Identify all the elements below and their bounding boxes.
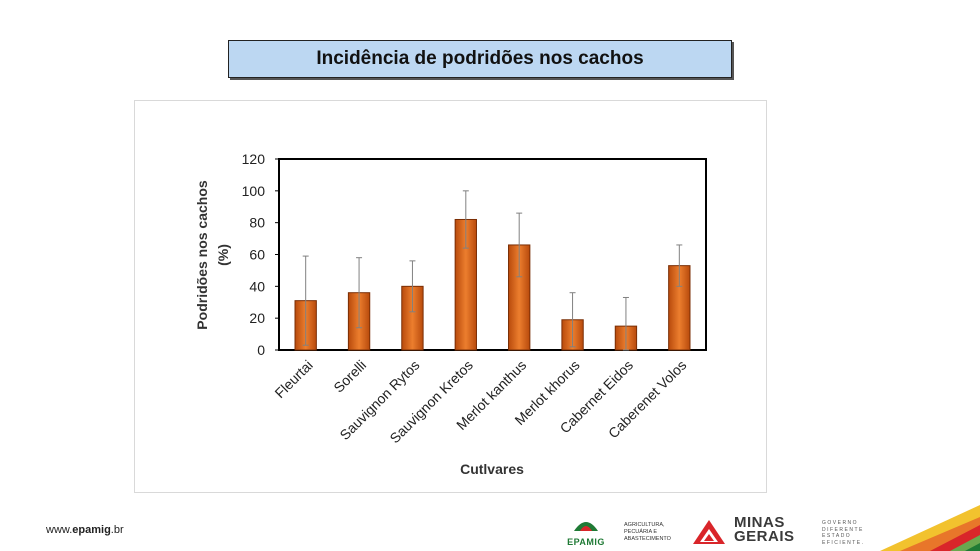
epamig-leaf-icon — [574, 522, 598, 531]
agri-line-1: Agricultura, — [624, 522, 665, 528]
epamig-logo-text: EPAMIG — [567, 537, 605, 547]
mg-line-1: MINAS — [734, 514, 785, 531]
corner-decoration — [880, 505, 980, 551]
slide-title-box: Incidência de podridões nos cachos — [228, 40, 732, 78]
footer-url-suffix: .br — [110, 524, 124, 536]
y-tick-label: 80 — [249, 215, 265, 231]
chart-frame: 0 20 40 60 80 100 120 Fleurtai Sorelli Sauvignon … — [134, 100, 767, 493]
y-axis-unit: (%) — [215, 244, 231, 266]
agriculture-secretariat-logo: Agricultura, Pecuária e Abastecimento — [624, 522, 690, 543]
y-tick-label: 0 — [257, 342, 265, 358]
slide-title: Incidência de podridões nos cachos — [316, 48, 644, 69]
government-slogan: GOVERNO DIFERENTE ESTADO EFICIENTE. — [822, 520, 865, 546]
mg-line-2: GERAIS — [734, 528, 795, 545]
agri-line-3: Abastecimento — [624, 536, 671, 542]
mg-sub-4: EFICIENTE. — [822, 539, 865, 546]
plot-area-border — [278, 158, 707, 351]
y-tick-label: 20 — [249, 310, 265, 326]
y-axis-label: Podridões nos cachos — [194, 180, 210, 330]
mg-sub-1: GOVERNO — [822, 520, 859, 526]
mg-sub-2: DIFERENTE — [822, 526, 864, 533]
x-tick-label: Fleurtai — [271, 357, 315, 401]
x-axis-label: Cutlvares — [460, 461, 524, 477]
y-tick-label: 100 — [242, 183, 266, 199]
epamig-logo: EPAMIG — [562, 517, 610, 549]
y-tick-label: 120 — [242, 151, 266, 167]
y-tick-label: 40 — [249, 278, 265, 294]
agri-line-2: Pecuária e — [624, 529, 658, 535]
mg-sub-3: ESTADO — [822, 533, 852, 539]
footer-url-prefix: www. — [46, 524, 73, 536]
footer-url-bold: epamig — [72, 524, 111, 536]
minas-gerais-logo-text: MINAS GERAIS — [734, 514, 795, 545]
minas-gerais-triangle-icon — [693, 520, 725, 544]
y-tick-label: 60 — [249, 247, 265, 263]
footer-url[interactable]: www.epamig.br — [46, 524, 124, 536]
x-tick-label: Sorelli — [330, 357, 369, 396]
